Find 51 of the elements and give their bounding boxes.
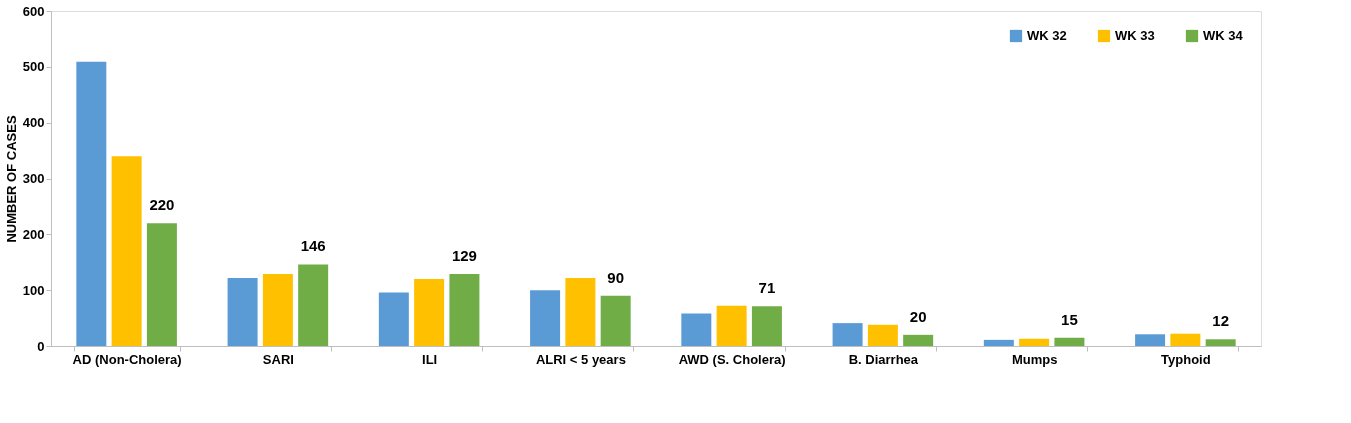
bar bbox=[1170, 333, 1201, 346]
data-label: 146 bbox=[300, 237, 326, 255]
bar bbox=[867, 324, 898, 346]
bar bbox=[298, 264, 329, 346]
bar bbox=[76, 61, 107, 346]
bar bbox=[565, 277, 596, 346]
data-label: 20 bbox=[909, 307, 927, 325]
bar bbox=[1019, 338, 1050, 346]
x-tick-label: ILI bbox=[422, 351, 438, 367]
bar bbox=[832, 323, 863, 346]
bar bbox=[1135, 334, 1166, 346]
x-tick-label: Mumps bbox=[1011, 351, 1058, 367]
legend-label: WK 33 bbox=[1115, 28, 1155, 43]
bar bbox=[449, 273, 480, 346]
data-label: 220 bbox=[149, 196, 175, 214]
y-axis-title: NUMBER OF CASES bbox=[3, 115, 19, 243]
y-tick-label: 200 bbox=[22, 226, 45, 242]
y-tick-label: 300 bbox=[22, 171, 45, 186]
y-tick-label: 0 bbox=[37, 338, 45, 354]
bar bbox=[751, 306, 782, 346]
bar bbox=[983, 339, 1014, 346]
bar bbox=[681, 313, 712, 346]
bar bbox=[111, 156, 142, 346]
data-label: 15 bbox=[1061, 310, 1078, 328]
bar bbox=[716, 305, 747, 346]
legend-label: WK 34 bbox=[1203, 28, 1244, 43]
y-tick-label: 400 bbox=[22, 115, 45, 131]
bar bbox=[378, 292, 409, 346]
bar bbox=[1054, 337, 1085, 346]
bar bbox=[903, 334, 934, 346]
y-tick-label: 600 bbox=[22, 3, 45, 19]
y-tick-label: 500 bbox=[22, 59, 45, 75]
legend-label: WK 32 bbox=[1027, 28, 1067, 43]
x-tick-label: AD (Non-Cholera) bbox=[72, 351, 182, 367]
y-tick-label: 100 bbox=[22, 282, 45, 298]
x-tick-label: AWD (S. Cholera) bbox=[678, 351, 786, 367]
bar bbox=[1205, 339, 1236, 346]
bar bbox=[262, 273, 293, 346]
bar bbox=[530, 290, 561, 346]
data-label: 71 bbox=[758, 279, 776, 297]
data-label: 12 bbox=[1212, 312, 1230, 330]
x-tick-label: ALRI < 5 years bbox=[535, 351, 626, 367]
data-label: 90 bbox=[607, 268, 625, 286]
x-tick-label: SARI bbox=[262, 351, 294, 367]
bar bbox=[146, 223, 177, 346]
bar bbox=[600, 295, 631, 346]
bar bbox=[414, 279, 445, 346]
x-tick-label: B. Diarrhea bbox=[848, 351, 919, 367]
x-tick-label: Typhoid bbox=[1161, 351, 1211, 367]
data-label: 129 bbox=[451, 246, 477, 264]
bar bbox=[227, 277, 258, 346]
